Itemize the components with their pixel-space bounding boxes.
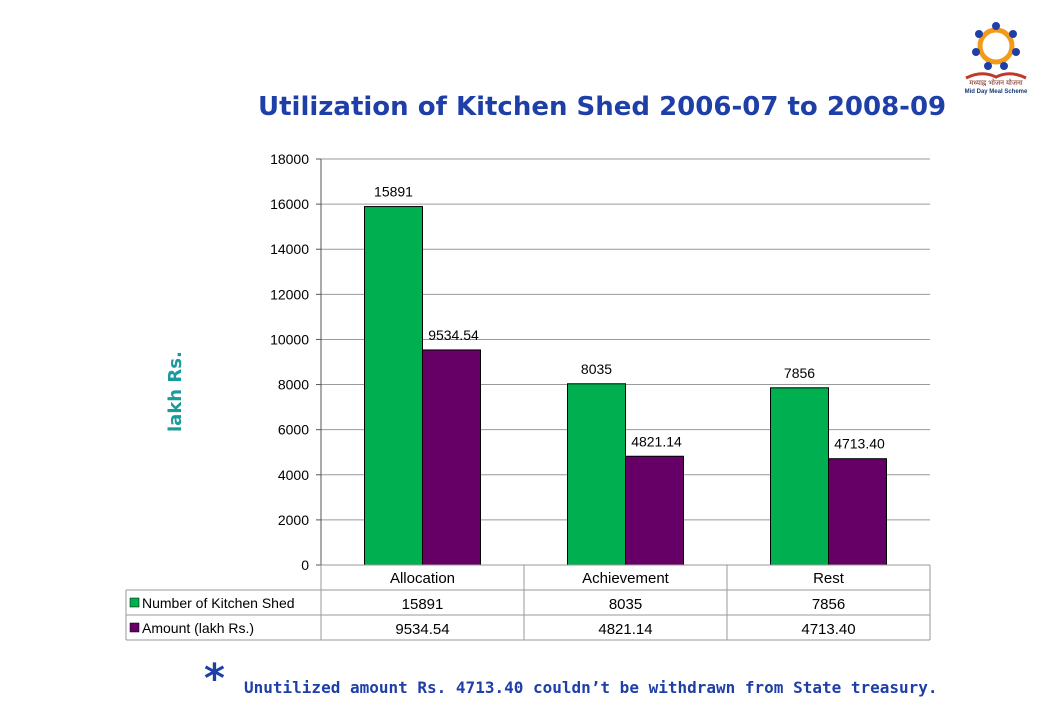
bar-kitchen-shed-allocation (364, 206, 423, 566)
logo-ring-icon (972, 22, 1020, 70)
footnote-text: Unutilized amount Rs. 4713.40 couldn’t b… (244, 678, 938, 697)
table-cell: 9534.54 (395, 621, 449, 638)
y-tick-label: 16000 (270, 196, 309, 212)
y-tick-label: 12000 (270, 286, 309, 302)
data-label: 4713.40 (834, 436, 885, 452)
table-cell: 15891 (402, 596, 444, 613)
y-tick-label: 18000 (270, 151, 309, 167)
bar-kitchen-shed-achievement (567, 383, 626, 566)
y-tick-label: 10000 (270, 331, 309, 347)
data-label: 4821.14 (631, 433, 682, 449)
table-cell: 8035 (609, 596, 642, 613)
bar-kitchen-shed-rest (770, 387, 829, 566)
y-tick-label: 6000 (278, 422, 309, 438)
legend-entry: Number of Kitchen Shed (142, 595, 295, 611)
table-cell: 4713.40 (801, 621, 855, 638)
y-tick-label: 8000 (278, 377, 309, 393)
slide-title: Utilization of Kitchen Shed 2006-07 to 2… (258, 92, 947, 122)
y-tick-label: 2000 (278, 512, 309, 528)
y-tick-label: 4000 (278, 467, 309, 483)
table-cell: 4821.14 (598, 621, 652, 638)
data-label: 9534.54 (428, 327, 479, 343)
data-label: 7856 (784, 365, 815, 381)
mid-day-meal-logo (965, 22, 1027, 80)
legend-swatch (129, 597, 140, 608)
footnote-asterisk: * (204, 656, 225, 702)
y-tick-label: 14000 (270, 241, 309, 257)
category-label: Achievement (582, 570, 670, 587)
bar-amount-achievement (625, 455, 684, 566)
y-tick-label: 0 (301, 557, 309, 573)
legend-entry: Amount (lakh Rs.) (142, 620, 254, 636)
data-label: 8035 (581, 361, 612, 377)
table-cell: 7856 (812, 596, 845, 613)
logo-caption-hindi: मध्याह्न भोजन योजना (969, 80, 1023, 87)
logo-book-icon (965, 72, 1027, 80)
legend-swatch (129, 622, 140, 633)
data-label: 15891 (374, 184, 413, 200)
category-label: Allocation (390, 570, 455, 587)
logo-caption-english: Mid Day Meal Scheme (964, 89, 1028, 95)
bar-amount-allocation (422, 349, 481, 566)
category-label: Rest (813, 570, 845, 587)
bar-amount-rest (828, 458, 887, 566)
